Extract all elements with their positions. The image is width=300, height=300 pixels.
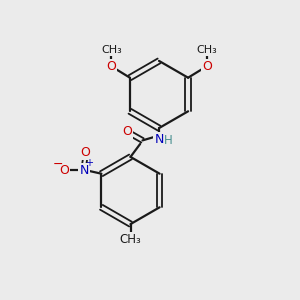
Text: O: O xyxy=(60,164,69,177)
Text: O: O xyxy=(81,146,90,159)
Text: O: O xyxy=(122,125,132,138)
Text: CH₃: CH₃ xyxy=(120,233,141,246)
Text: CH₃: CH₃ xyxy=(196,45,217,55)
Text: H: H xyxy=(164,134,173,148)
Text: N: N xyxy=(79,164,89,177)
Text: N: N xyxy=(154,133,164,146)
Text: −: − xyxy=(53,158,63,171)
Text: O: O xyxy=(202,60,211,73)
Text: CH₃: CH₃ xyxy=(101,45,122,55)
Text: +: + xyxy=(85,158,93,169)
Text: O: O xyxy=(106,60,116,73)
